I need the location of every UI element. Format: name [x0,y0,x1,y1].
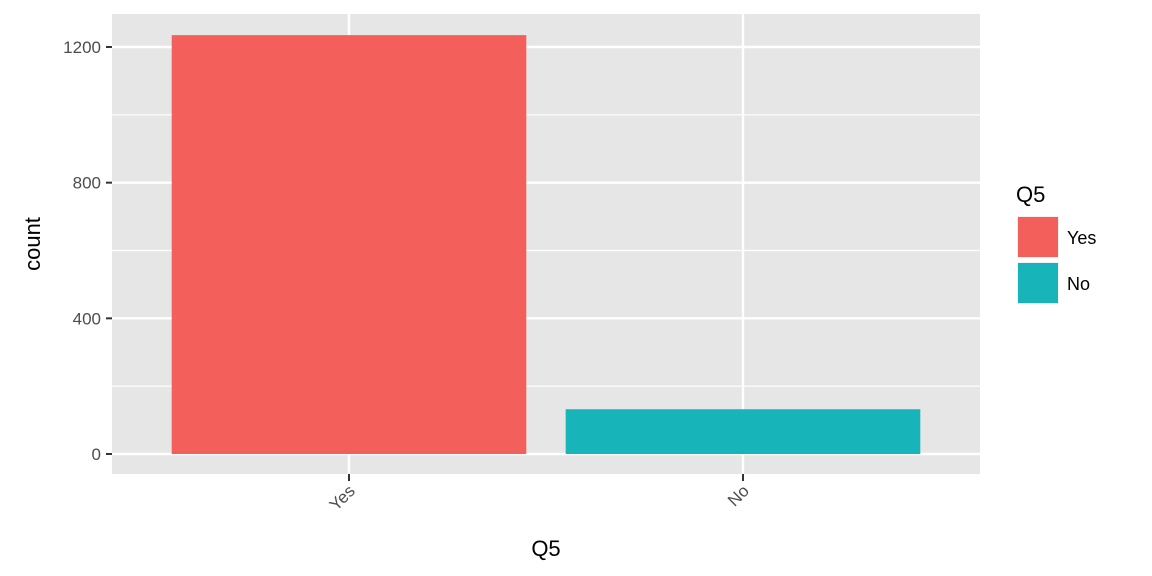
legend-title: Q5 [1016,182,1045,207]
bars [171,35,921,455]
y-tick-label: 400 [73,309,101,328]
legend: Q5 Yes No [1016,182,1096,304]
x-axis-title: Q5 [531,536,560,561]
legend-label: Yes [1067,228,1096,248]
y-tick-label: 1200 [63,38,101,57]
legend-swatch [1018,263,1058,303]
bar-no [565,409,921,454]
legend-label: No [1067,274,1090,294]
legend-swatch [1018,217,1058,257]
y-axis: 0 400 800 1200 [63,38,112,464]
bar-yes [171,35,527,455]
y-axis-title: count [20,217,45,271]
y-tick-label: 800 [73,174,101,193]
legend-items: Yes No [1017,216,1096,304]
x-axis: Yes No [326,474,753,514]
y-tick-label: 0 [92,445,101,464]
x-tick-label: Yes [326,481,359,514]
x-tick-label: No [724,481,753,510]
